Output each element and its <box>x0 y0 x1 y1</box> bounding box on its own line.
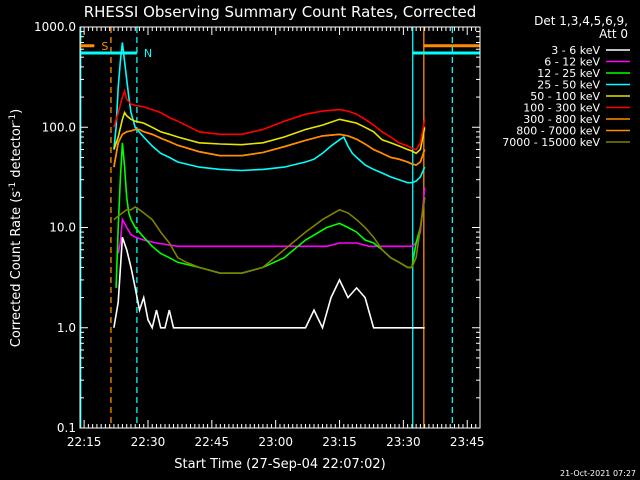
y-tick-label: 1000.0 <box>34 20 76 34</box>
y-tick-label: 1.0 <box>57 321 76 335</box>
legend-label-3: 25 - 50 keV <box>537 79 600 92</box>
legend-label-1: 6 - 12 keV <box>544 56 600 69</box>
chart-title: RHESSI Observing Summary Count Rates, Co… <box>84 3 477 21</box>
footer-timestamp: 21-Oct-2021 07:27 <box>560 469 636 478</box>
legend-header-attenuator: Att 0 <box>599 27 628 41</box>
series-line-3 <box>113 42 426 184</box>
x-tick-label: 23:45 <box>450 435 485 449</box>
legend-label-6: 300 - 800 keV <box>523 113 600 126</box>
x-tick-label: 23:00 <box>258 435 293 449</box>
x-tick-label: 22:45 <box>195 435 230 449</box>
x-axis-label: Start Time (27-Sep-04 22:07:02) <box>174 457 385 472</box>
legend-label-7: 800 - 7000 keV <box>516 125 600 138</box>
x-tick-label: 23:30 <box>386 435 421 449</box>
plot-area: SN <box>80 27 480 428</box>
legend-label-8: 7000 - 15000 keV <box>502 136 600 149</box>
x-tick-label: 23:15 <box>322 435 357 449</box>
axes: 0.1 1.0 10.0 100.0 1000.0 22:15 22:30 22:45 23:0… <box>34 20 485 449</box>
y-tick-label: 0.1 <box>57 421 76 435</box>
x-tick-label: 22:30 <box>131 435 166 449</box>
legend-header-detectors: Det 1,3,4,5,6,9, <box>534 14 628 28</box>
series-line-7 <box>113 128 426 168</box>
legend-label-0: 3 - 6 keV <box>551 44 600 57</box>
y-axis-label: Corrected Count Rate (s-1 detector-1) <box>8 109 24 347</box>
flag-bar-label-2: N <box>144 47 152 60</box>
legend-label-5: 100 - 300 keV <box>523 102 600 115</box>
y-tick-label: 100.0 <box>42 120 76 134</box>
x-tick-label: 22:15 <box>67 435 102 449</box>
series-line-1 <box>117 187 426 254</box>
series-line-5 <box>113 88 426 151</box>
series-line-0 <box>113 236 425 331</box>
flag-bar-label-0: S <box>101 40 108 53</box>
series-line-8 <box>113 197 426 275</box>
y-tick-label: 10.0 <box>49 221 76 235</box>
plot-inner <box>80 27 480 428</box>
legend-label-4: 50 - 100 keV <box>530 90 600 103</box>
series-line-4 <box>113 110 426 155</box>
legend-label-2: 12 - 25 keV <box>537 67 600 80</box>
